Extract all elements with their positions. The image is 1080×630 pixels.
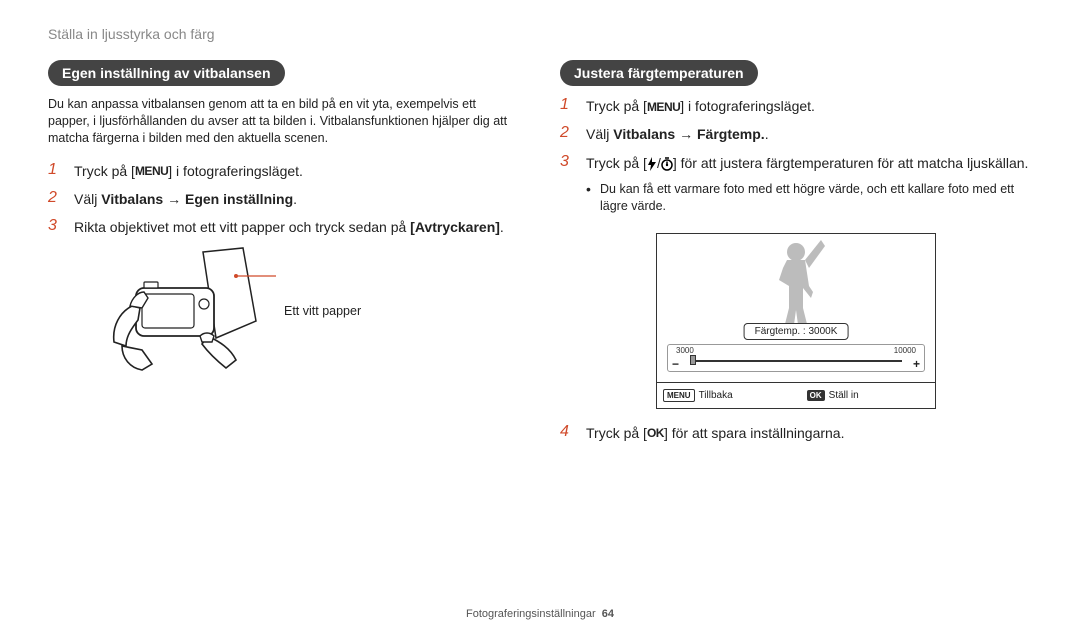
back-label: Tillbaka xyxy=(699,390,733,401)
minus-icon: − xyxy=(672,357,679,371)
left-step-3: 3 Rikta objektivet mot ett vitt papper o… xyxy=(48,217,520,237)
right-step-3: 3 Tryck på [/] för att justera färgtempe… xyxy=(560,153,1032,173)
section-heading-left: Egen inställning av vitbalansen xyxy=(48,60,285,86)
page-title: Ställa in ljusstyrka och färg xyxy=(48,26,1032,42)
temp-slider: 3000 10000 − + xyxy=(667,344,925,372)
menu-chip: MENU xyxy=(663,389,695,402)
right-column: Justera färgtemperaturen 1 Tryck på [MEN… xyxy=(560,60,1032,451)
left-step-2: 2 Välj Vitbalans → Egen inställning. xyxy=(48,189,520,209)
intro-text: Du kan anpassa vitbalansen genom att ta … xyxy=(48,96,520,147)
menu-icon: MENU xyxy=(135,163,168,180)
left-column: Egen inställning av vitbalansen Du kan a… xyxy=(48,60,520,451)
step-text: Tryck på [OK] för att spara inställninga… xyxy=(586,423,844,443)
columns: Egen inställning av vitbalansen Du kan a… xyxy=(48,60,1032,451)
set-label: Ställ in xyxy=(829,390,859,401)
step-text: Tryck på [MENU] i fotograferingsläget. xyxy=(586,96,815,116)
step-number: 1 xyxy=(560,96,576,114)
step-text: Rikta objektivet mot ett vitt papper och… xyxy=(74,217,504,237)
step-number: 4 xyxy=(560,423,576,441)
step-text: Tryck på [/] för att justera färgtempera… xyxy=(586,153,1028,173)
silhouette-icon xyxy=(751,238,841,334)
step-number: 3 xyxy=(560,153,576,171)
section-heading-right: Justera färgtemperaturen xyxy=(560,60,758,86)
menu-icon: MENU xyxy=(647,99,680,116)
right-step-1: 1 Tryck på [MENU] i fotograferingsläget. xyxy=(560,96,1032,116)
step-number: 2 xyxy=(560,124,576,142)
right-step-2: 2 Välj Vitbalans → Färgtemp.. xyxy=(560,124,1032,144)
lcd-footer: MENU Tillbaka OK Ställ in xyxy=(656,383,936,409)
slider-thumb xyxy=(690,355,696,365)
temp-label: Färgtemp. : 3000K xyxy=(744,323,849,340)
step-number: 1 xyxy=(48,161,64,179)
lcd-screen: Färgtemp. : 3000K 3000 10000 − + xyxy=(656,233,936,383)
bullet-note: • Du kan få ett varmare foto med ett hög… xyxy=(586,181,1032,215)
plus-icon: + xyxy=(913,357,920,371)
step-number: 2 xyxy=(48,189,64,207)
bullet-text: Du kan få ett varmare foto med ett högre… xyxy=(600,181,1032,215)
slider-max: 10000 xyxy=(894,346,916,355)
step-number: 3 xyxy=(48,217,64,235)
step-text: Välj Vitbalans → Egen inställning. xyxy=(74,189,297,209)
illustration-white-paper: Ett vitt papper xyxy=(108,246,520,376)
step-text: Tryck på [MENU] i fotograferingsläget. xyxy=(74,161,303,181)
ok-chip: OK xyxy=(807,390,825,401)
flash-icon xyxy=(647,157,657,171)
callout-label: Ett vitt papper xyxy=(284,304,361,318)
left-step-1: 1 Tryck på [MENU] i fotograferingsläget. xyxy=(48,161,520,181)
lcd-preview: Färgtemp. : 3000K 3000 10000 − + xyxy=(656,233,936,409)
ok-icon: OK xyxy=(647,425,664,442)
slider-min: 3000 xyxy=(676,346,694,355)
right-step-4: 4 Tryck på [OK] för att spara inställnin… xyxy=(560,423,1032,443)
timer-icon xyxy=(661,157,673,171)
page-footer: Fotograferingsinställningar 64 xyxy=(0,608,1080,620)
step-text: Välj Vitbalans → Färgtemp.. xyxy=(586,124,769,144)
camera-hands-drawing xyxy=(108,246,278,376)
bullet-marker: • xyxy=(586,181,592,215)
manual-page: Ställa in ljusstyrka och färg Egen instä… xyxy=(0,0,1080,630)
